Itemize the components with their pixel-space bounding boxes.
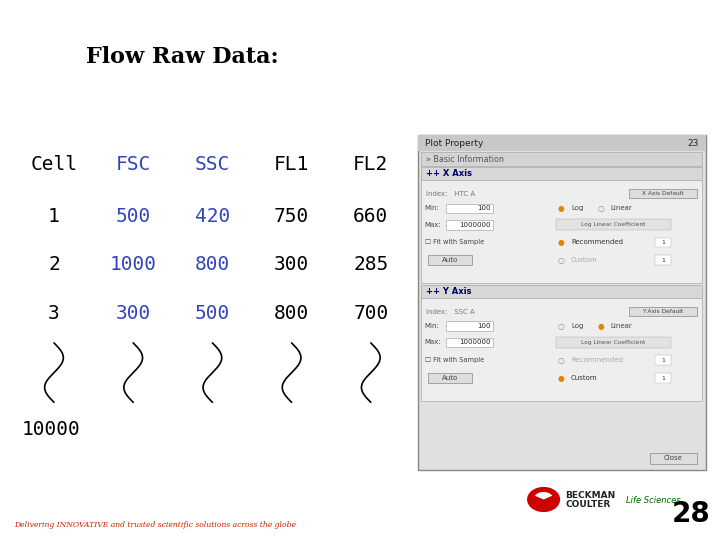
Bar bbox=[421, 152, 702, 166]
Text: 100: 100 bbox=[477, 205, 491, 212]
Text: FSC: FSC bbox=[116, 155, 150, 174]
Text: 800: 800 bbox=[274, 303, 309, 323]
Text: ○: ○ bbox=[558, 322, 564, 330]
Text: FL2: FL2 bbox=[354, 155, 388, 174]
Text: Recommended: Recommended bbox=[571, 357, 623, 363]
Text: Linear: Linear bbox=[611, 205, 632, 212]
Text: Close: Close bbox=[664, 455, 683, 462]
Circle shape bbox=[528, 488, 559, 511]
Text: ●: ● bbox=[598, 322, 604, 330]
Text: ☐ Fit with Sample: ☐ Fit with Sample bbox=[425, 239, 484, 246]
Text: 2: 2 bbox=[48, 255, 60, 274]
Text: Min:: Min: bbox=[425, 323, 440, 329]
Text: Log: Log bbox=[571, 205, 583, 212]
Text: ++ X Axis: ++ X Axis bbox=[426, 169, 472, 178]
Bar bbox=[428, 255, 472, 265]
Bar bbox=[421, 180, 702, 283]
Text: Recommended: Recommended bbox=[571, 239, 623, 246]
Wedge shape bbox=[535, 492, 552, 500]
Text: 28: 28 bbox=[672, 500, 711, 528]
Text: 300: 300 bbox=[274, 255, 309, 274]
Bar bbox=[418, 135, 706, 151]
Text: 3: 3 bbox=[48, 303, 60, 323]
Text: ●: ● bbox=[558, 374, 564, 382]
Bar bbox=[428, 373, 472, 383]
Text: Auto: Auto bbox=[442, 257, 458, 264]
Bar bbox=[421, 298, 702, 401]
Text: Auto: Auto bbox=[442, 375, 458, 381]
Bar bbox=[629, 190, 697, 199]
Text: BECKMAN: BECKMAN bbox=[565, 491, 616, 500]
Text: 23: 23 bbox=[687, 139, 698, 147]
Text: ○: ○ bbox=[558, 256, 564, 265]
Text: ++ Y Axis: ++ Y Axis bbox=[426, 287, 472, 296]
Text: Index:   SSC A: Index: SSC A bbox=[426, 308, 475, 315]
Bar bbox=[446, 220, 493, 229]
Text: SSC: SSC bbox=[195, 155, 230, 174]
Text: Min:: Min: bbox=[425, 205, 440, 212]
Text: Cell: Cell bbox=[30, 155, 78, 174]
Text: Log Linear Coefficient: Log Linear Coefficient bbox=[581, 340, 646, 345]
Text: 10000: 10000 bbox=[22, 420, 81, 439]
Text: 420: 420 bbox=[195, 206, 230, 226]
Text: 700: 700 bbox=[354, 303, 388, 323]
Text: Plot Property: Plot Property bbox=[425, 139, 483, 147]
Text: 1: 1 bbox=[662, 375, 665, 381]
Bar bbox=[650, 453, 697, 464]
Text: ○: ○ bbox=[558, 356, 564, 364]
Text: 1: 1 bbox=[662, 258, 665, 263]
Text: Flow Raw Data:: Flow Raw Data: bbox=[86, 46, 279, 68]
Text: ☐ Fit with Sample: ☐ Fit with Sample bbox=[425, 357, 484, 363]
Text: 300: 300 bbox=[116, 303, 150, 323]
Text: Life Sciences: Life Sciences bbox=[626, 496, 681, 504]
Text: » Basic Information: » Basic Information bbox=[426, 154, 504, 164]
Text: 750: 750 bbox=[274, 206, 309, 226]
Text: 1: 1 bbox=[662, 240, 665, 245]
Text: Max:: Max: bbox=[425, 339, 441, 346]
Text: 1000: 1000 bbox=[109, 255, 157, 274]
Text: ●: ● bbox=[558, 238, 564, 247]
Text: 1: 1 bbox=[48, 206, 60, 226]
Text: 285: 285 bbox=[354, 255, 388, 274]
Bar bbox=[421, 285, 702, 298]
Text: Log: Log bbox=[571, 323, 583, 329]
Text: Y Axis Default: Y Axis Default bbox=[642, 309, 683, 314]
Bar bbox=[418, 135, 706, 470]
Bar bbox=[655, 238, 671, 247]
Text: 1: 1 bbox=[662, 357, 665, 363]
Bar bbox=[446, 321, 493, 331]
Text: Custom: Custom bbox=[571, 375, 598, 381]
Text: FL1: FL1 bbox=[274, 155, 309, 174]
Bar bbox=[655, 255, 671, 265]
Bar bbox=[556, 337, 671, 348]
Bar bbox=[655, 355, 671, 365]
Text: Linear: Linear bbox=[611, 323, 632, 329]
Text: ●: ● bbox=[558, 204, 564, 213]
Bar bbox=[629, 307, 697, 316]
Bar bbox=[446, 204, 493, 213]
Text: 660: 660 bbox=[354, 206, 388, 226]
Text: X Axis Default: X Axis Default bbox=[642, 191, 683, 197]
Text: COULTER: COULTER bbox=[565, 500, 611, 509]
Text: Delivering INNOVATIVE and trusted scientific solutions across the globe: Delivering INNOVATIVE and trusted scient… bbox=[14, 521, 297, 529]
Bar bbox=[421, 167, 702, 180]
Text: 500: 500 bbox=[116, 206, 150, 226]
Bar bbox=[556, 219, 671, 230]
Text: ○: ○ bbox=[598, 204, 604, 213]
Text: Custom: Custom bbox=[571, 257, 598, 264]
Text: 1000000: 1000000 bbox=[459, 221, 491, 228]
Bar bbox=[446, 338, 493, 347]
Text: 1000000: 1000000 bbox=[459, 339, 491, 346]
Text: Index:   HTC A: Index: HTC A bbox=[426, 191, 475, 197]
Text: 500: 500 bbox=[195, 303, 230, 323]
Text: Log Linear Coefficient: Log Linear Coefficient bbox=[581, 222, 646, 227]
Bar bbox=[655, 373, 671, 383]
Text: 800: 800 bbox=[195, 255, 230, 274]
Text: 100: 100 bbox=[477, 323, 491, 329]
Text: Max:: Max: bbox=[425, 221, 441, 228]
